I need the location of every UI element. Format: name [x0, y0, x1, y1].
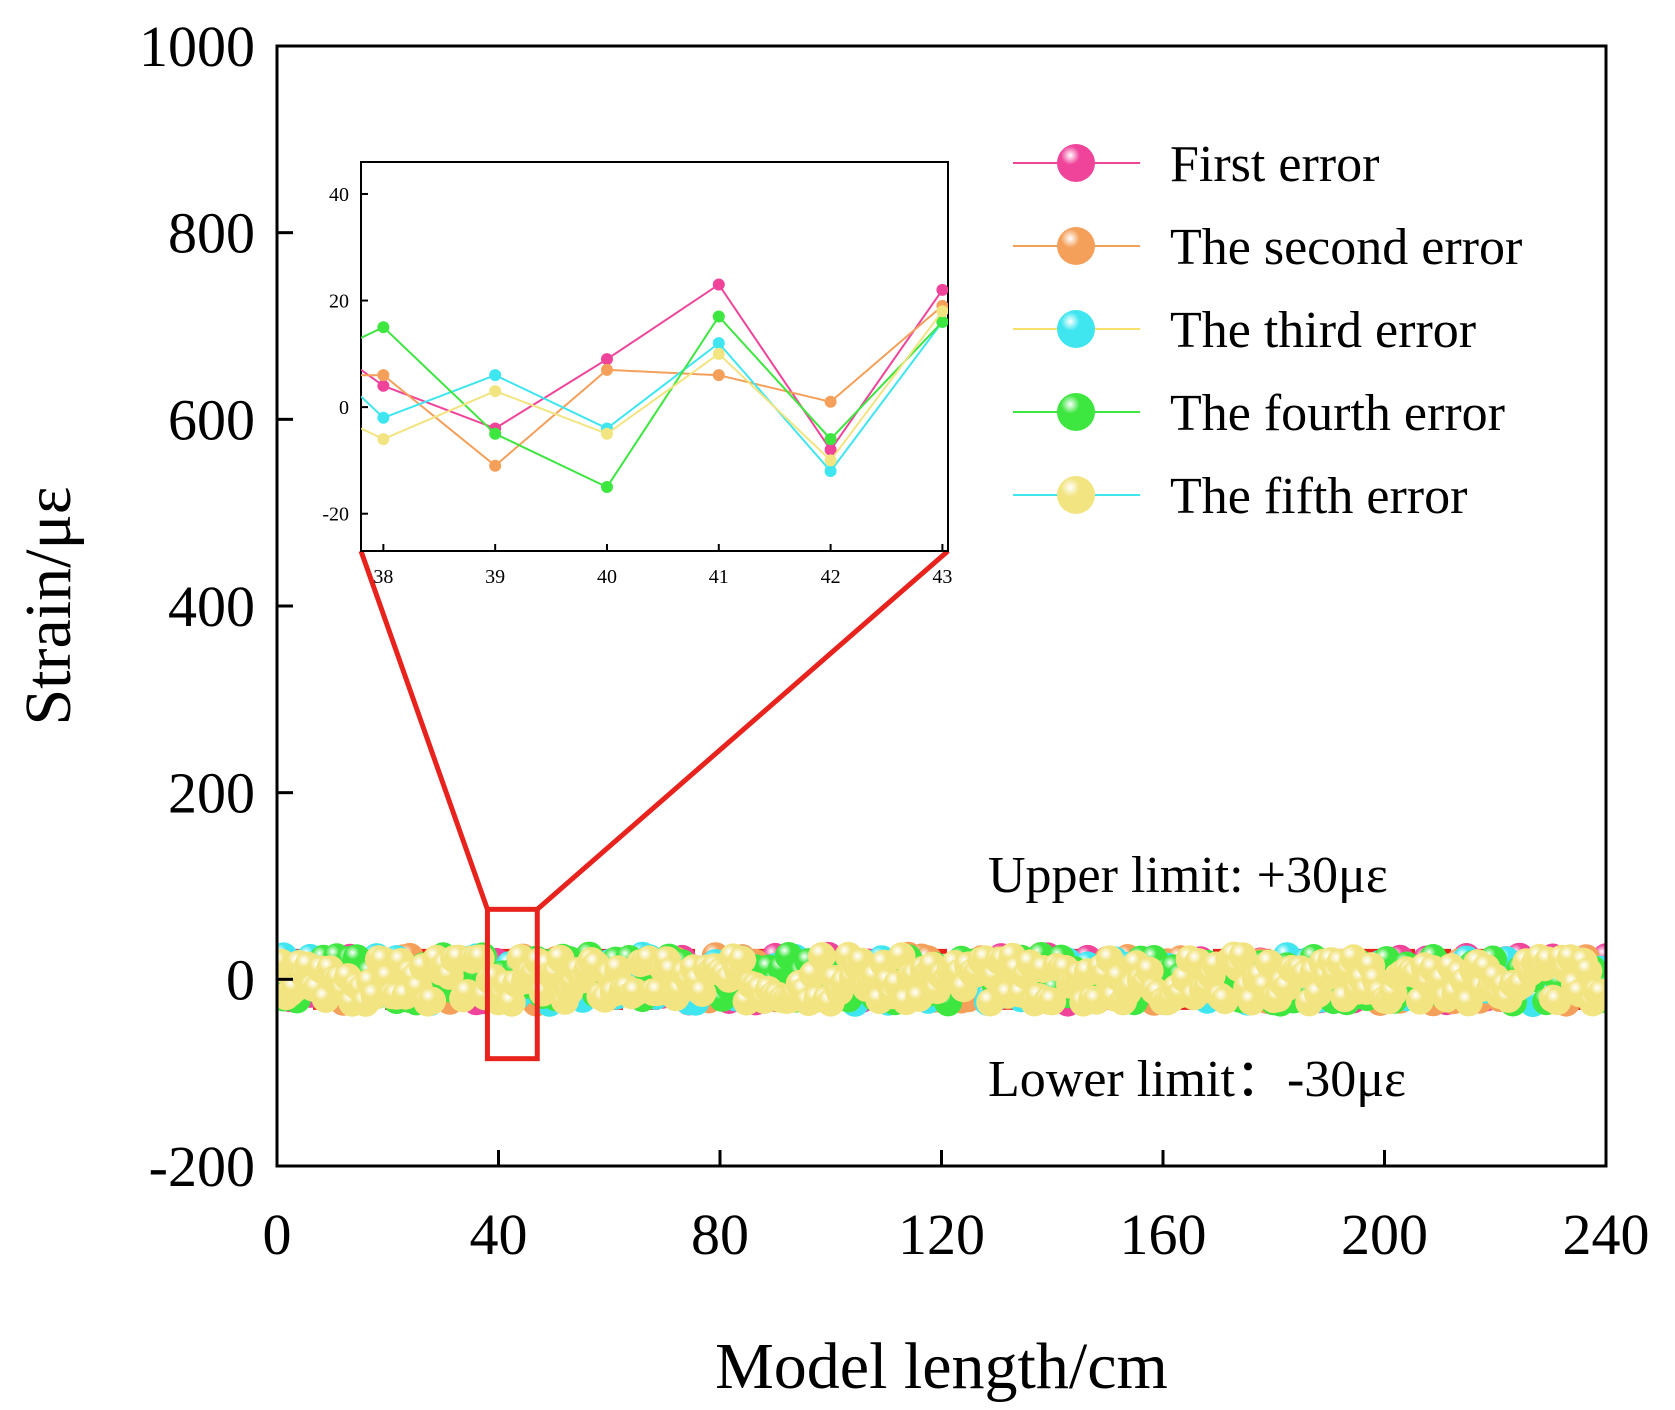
inset-point [824, 433, 837, 446]
inset-point [377, 433, 390, 446]
data-point [1587, 979, 1606, 1008]
inset-point [824, 443, 837, 456]
legend-marker [1057, 144, 1095, 182]
y-tick-label: 0 [226, 947, 255, 1012]
inset-point [377, 411, 390, 424]
inset-point [824, 395, 837, 408]
x-tick-label: 120 [898, 1202, 985, 1267]
axes: 0 40 80 120 160 200 240-20002004006008001000Mo… [12, 14, 1650, 1403]
y-tick-label: -200 [149, 1134, 255, 1199]
legend: First error The second error The third err… [1013, 136, 1522, 525]
legend-item: First error [1013, 136, 1379, 193]
inset-y-tick-label: 0 [339, 397, 349, 419]
y-tick-label: 800 [168, 201, 255, 266]
x-tick-label: 40 [470, 1202, 528, 1267]
annotations: Upper limit: +30με Lower limit：-30με [988, 847, 1406, 1108]
inset-y-tick-label: 40 [329, 184, 349, 206]
x-tick-label: 0 [263, 1202, 292, 1267]
inset-point [936, 283, 948, 296]
inset-series [361, 278, 948, 494]
y-tick-label: 600 [168, 387, 255, 452]
inset-point [600, 427, 613, 440]
legend-label: The fourth error [1170, 385, 1505, 442]
legend-label: The second error [1170, 219, 1522, 276]
x-axis-title: Model length/cm [715, 1330, 1168, 1403]
zoom-indicator [358, 549, 950, 1062]
x-tick-label: 240 [1563, 1202, 1650, 1267]
zoom-box [484, 906, 540, 1062]
legend-marker [1057, 393, 1095, 431]
inset-point [489, 459, 502, 472]
inset-x-tick-label: 40 [597, 566, 617, 588]
inset-point [377, 379, 390, 392]
legend-marker [1057, 310, 1095, 348]
data-point [807, 942, 836, 971]
inset-point [377, 369, 390, 382]
inset-chart: 38 39 40 41 42 43 -20 0 20 40 [322, 161, 952, 588]
legend-item: The second error [1013, 219, 1522, 276]
inset-x-tick-label: 39 [485, 566, 505, 588]
inset-point [712, 310, 725, 323]
legend-item: The third error [1013, 302, 1476, 359]
inset-point [600, 481, 613, 494]
inset-series-1 [361, 278, 948, 456]
inset-x-tick-label: 41 [709, 566, 729, 588]
zoom-connector-right [535, 549, 950, 912]
legend-item: The fourth error [1013, 385, 1505, 442]
y-tick-label: 400 [168, 574, 255, 639]
inset-x-tick-label: 38 [373, 566, 393, 588]
data-point [1228, 942, 1257, 971]
inset-series-2 [361, 299, 948, 472]
inset-point [712, 369, 725, 382]
inset-x-tick-label: 43 [932, 566, 952, 588]
inset-y-tick-label: -20 [322, 504, 349, 526]
inset-x-tick-label: 42 [821, 566, 841, 588]
inset-point [712, 278, 725, 291]
inset-point [489, 385, 502, 398]
data-points [277, 941, 1606, 1018]
y-tick-label: 1000 [139, 14, 255, 79]
inset-point [824, 465, 837, 478]
x-tick-label: 80 [691, 1202, 749, 1267]
series-5 [277, 941, 1606, 1017]
y-tick-label: 200 [168, 761, 255, 826]
data-point [688, 979, 717, 1007]
inset-point [489, 427, 502, 440]
data-point [728, 945, 757, 974]
zoom-connector-left [358, 550, 490, 911]
legend-label: The third error [1170, 302, 1476, 359]
data-point [1038, 987, 1067, 1016]
inset-point [600, 363, 613, 376]
inset-point [712, 337, 725, 350]
legend-item: The fifth error [1013, 468, 1467, 525]
x-tick-label: 200 [1341, 1202, 1428, 1267]
inset-point [600, 353, 613, 366]
data-point [1211, 986, 1239, 1015]
data-point [1543, 987, 1572, 1016]
data-point [418, 986, 447, 1015]
inset-point [824, 454, 837, 467]
legend-marker [1057, 227, 1095, 265]
inset-point [936, 315, 948, 328]
legend-marker [1057, 476, 1095, 514]
inset-point [489, 369, 502, 382]
x-tick-label: 160 [1120, 1202, 1207, 1267]
inset-point [377, 321, 390, 334]
legend-label: First error [1170, 136, 1379, 193]
y-axis-title: Strain/με [12, 486, 85, 725]
data-point [1574, 957, 1603, 986]
inset-point [712, 347, 725, 360]
inset-frame [360, 161, 949, 552]
inset-point [936, 305, 948, 318]
legend-label: The fifth error [1170, 468, 1467, 525]
lower-limit-label: Lower limit：-30με [988, 1051, 1406, 1108]
upper-limit-label: Upper limit: +30με [988, 847, 1388, 904]
inset-series-4 [361, 310, 948, 494]
inset-y-tick-label: 20 [329, 291, 349, 313]
inset-series-5 [361, 305, 948, 467]
